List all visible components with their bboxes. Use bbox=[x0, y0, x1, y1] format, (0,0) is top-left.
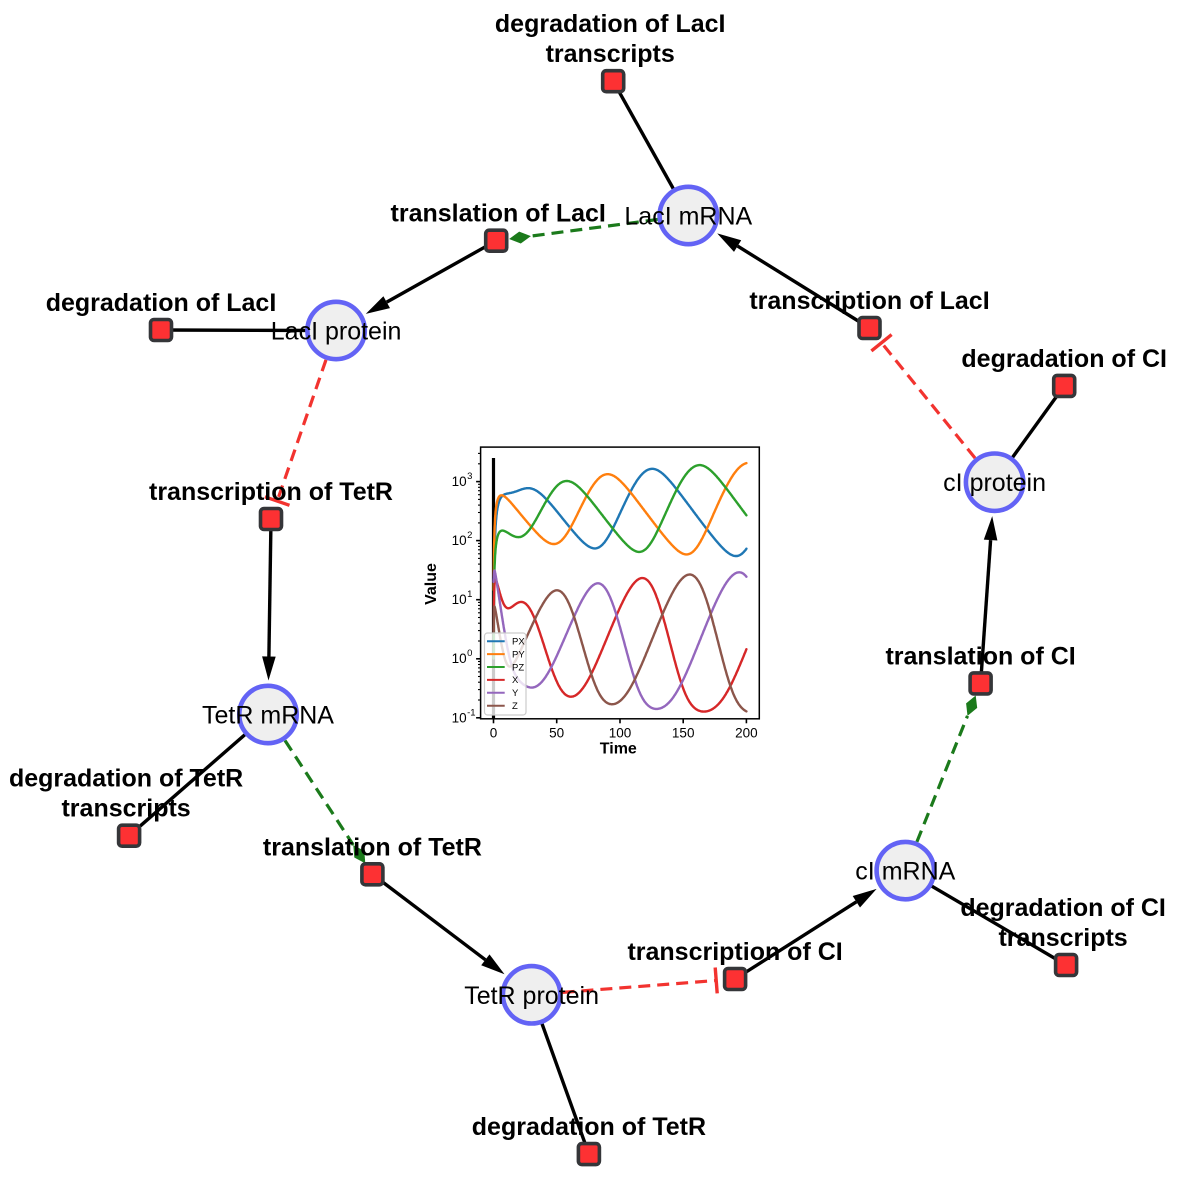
svg-text:degradation of CI: degradation of CI bbox=[961, 345, 1167, 373]
svg-text:LacI protein: LacI protein bbox=[271, 318, 402, 346]
svg-text:Y: Y bbox=[512, 688, 519, 699]
svg-text:degradation of CI: degradation of CI bbox=[960, 894, 1166, 922]
svg-text:0: 0 bbox=[490, 725, 498, 740]
svg-text:TetR mRNA: TetR mRNA bbox=[202, 702, 334, 730]
svg-text:degradation of LacI: degradation of LacI bbox=[46, 289, 277, 317]
svg-text:degradation of TetR: degradation of TetR bbox=[9, 765, 243, 793]
svg-text:transcription of LacI: transcription of LacI bbox=[749, 287, 989, 315]
svg-text:X: X bbox=[512, 675, 519, 686]
svg-text:50: 50 bbox=[549, 725, 564, 740]
svg-text:transcripts: transcripts bbox=[998, 924, 1127, 952]
svg-text:200: 200 bbox=[735, 725, 758, 740]
svg-text:0: 0 bbox=[467, 648, 472, 659]
svg-text:degradation of LacI: degradation of LacI bbox=[495, 10, 726, 38]
svg-text:2: 2 bbox=[467, 530, 472, 541]
svg-text:degradation of TetR: degradation of TetR bbox=[472, 1113, 706, 1141]
svg-text:PZ: PZ bbox=[512, 662, 524, 673]
svg-text:cI protein: cI protein bbox=[943, 469, 1046, 497]
svg-text:transcription of CI: transcription of CI bbox=[627, 938, 842, 966]
svg-text:1: 1 bbox=[467, 589, 472, 600]
svg-text:10: 10 bbox=[452, 592, 467, 607]
svg-text:Z: Z bbox=[512, 701, 518, 712]
svg-text:PY: PY bbox=[512, 649, 525, 660]
svg-text:transcription of TetR: transcription of TetR bbox=[149, 478, 393, 506]
svg-text:transcripts: transcripts bbox=[546, 40, 675, 68]
svg-text:-1: -1 bbox=[467, 707, 475, 718]
svg-text:LacI mRNA: LacI mRNA bbox=[624, 203, 752, 231]
svg-text:10: 10 bbox=[452, 651, 467, 666]
svg-text:cI mRNA: cI mRNA bbox=[855, 858, 955, 886]
svg-text:Value: Value bbox=[423, 563, 440, 605]
svg-text:translation of CI: translation of CI bbox=[885, 642, 1075, 670]
svg-text:PX: PX bbox=[512, 637, 525, 648]
svg-text:150: 150 bbox=[672, 725, 695, 740]
svg-text:10: 10 bbox=[452, 533, 467, 548]
svg-text:10: 10 bbox=[452, 710, 467, 725]
svg-text:translation of TetR: translation of TetR bbox=[263, 833, 482, 861]
svg-text:100: 100 bbox=[609, 725, 632, 740]
svg-text:transcripts: transcripts bbox=[61, 795, 190, 823]
svg-text:TetR protein: TetR protein bbox=[464, 982, 599, 1010]
svg-text:translation of LacI: translation of LacI bbox=[391, 200, 606, 228]
svg-text:3: 3 bbox=[467, 471, 472, 482]
svg-text:Time: Time bbox=[600, 741, 637, 758]
svg-text:10: 10 bbox=[452, 474, 467, 489]
